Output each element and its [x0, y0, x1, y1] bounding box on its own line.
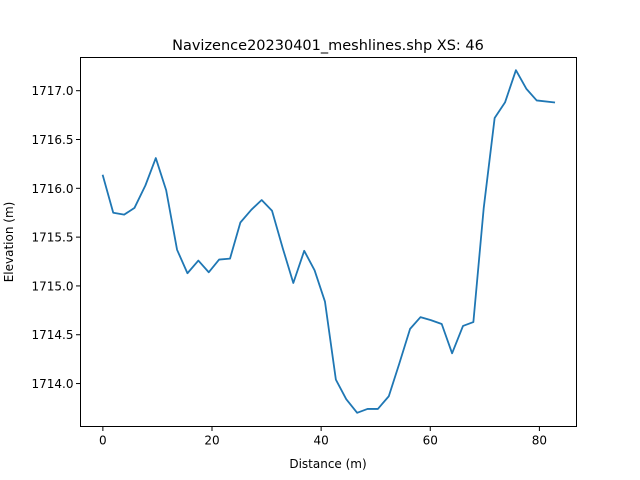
x-tick-label: 40 [313, 434, 328, 448]
x-tick-label: 0 [99, 434, 107, 448]
elevation-profile-line [101, 69, 556, 414]
plot-area-frame [80, 57, 577, 427]
y-tick-label: 1714.0 [32, 377, 74, 391]
y-axis-label: Elevation (m) [2, 202, 16, 283]
y-tick-label: 1715.5 [32, 231, 74, 245]
x-tick-label: 20 [204, 434, 219, 448]
series-layer [101, 69, 556, 414]
y-tick-label: 1716.5 [32, 133, 74, 147]
y-tick-label: 1714.5 [32, 328, 74, 342]
chart-title: Navizence20230401_meshlines.shp XS: 46 [172, 38, 484, 54]
x-tick-label: 60 [423, 434, 438, 448]
y-axis-ticks: 1714.0 1714.5 1715.0 1715.5 1716.0 1716.5 1717… [32, 84, 81, 391]
y-tick-label: 1715.0 [32, 279, 74, 293]
y-tick-label: 1716.0 [32, 182, 74, 196]
x-tick-label: 80 [532, 434, 547, 448]
x-axis-ticks: 0 20 40 60 80 [99, 426, 547, 448]
x-axis-label: Distance (m) [289, 457, 366, 471]
y-tick-label: 1717.0 [32, 84, 74, 98]
